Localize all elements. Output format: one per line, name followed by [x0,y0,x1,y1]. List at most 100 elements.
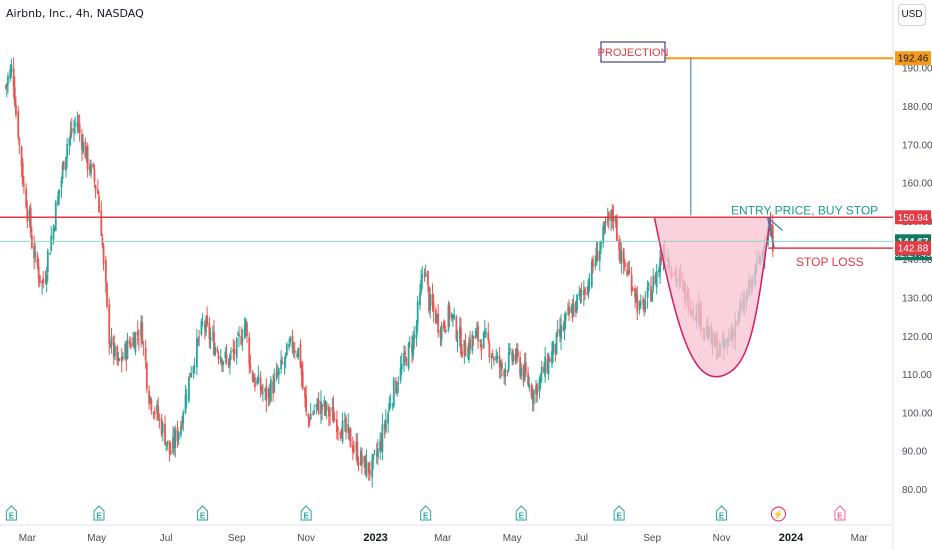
candle-body [602,226,605,243]
candle-body [413,334,416,339]
candle-body [447,305,450,331]
candle-body [504,368,507,377]
earnings-marker [515,505,527,521]
earnings-marker [716,505,728,521]
candle-body [37,266,40,279]
candle-body [578,293,581,296]
candle-body [501,362,503,370]
candle-body [568,306,570,315]
candle-body [328,406,330,417]
candle-body [560,324,562,339]
candle-body [315,404,318,408]
candle-body [391,404,394,406]
candle-body [471,334,474,351]
candle-body [244,319,247,328]
candle-body [654,274,657,285]
candle-body [515,348,518,358]
candle-body [133,337,136,349]
candle-body [405,358,408,366]
candle-body [359,450,362,466]
currency-button[interactable]: USD [898,4,926,26]
candle-body [543,367,545,374]
candle-body [416,301,419,325]
candle-body [598,250,601,262]
x-tick-label: Sep [643,533,661,544]
stop-price-badge: 142.88 [898,244,929,255]
candle-body [482,332,485,349]
candle-body [152,412,155,415]
candle-body [140,321,143,338]
candle-body [650,286,652,302]
candle-body [523,364,526,381]
candle-body [233,349,236,354]
candle-body [539,374,542,382]
candle-body [299,344,302,367]
candle-body [554,343,557,353]
candle-body [248,337,251,364]
candle-body [82,141,84,153]
x-tick-label: Jul [575,533,588,544]
candle-body [227,359,230,367]
candle-body [246,323,248,336]
candle-body [399,367,402,381]
candle-body [349,428,352,448]
candle-body [448,305,451,320]
candle-body [440,324,443,340]
candle-body [68,138,71,145]
candle-body [126,338,129,359]
candle-body [102,245,105,264]
candle-body [367,462,370,474]
candle-body [488,343,491,357]
candle-body [100,210,103,237]
candle-body [317,399,320,414]
earnings-marker [5,505,17,521]
earnings-marker-letter: E [616,512,622,521]
candle-body [122,357,124,360]
candle-body [620,251,623,263]
candle-body [285,343,288,356]
candle-body [375,452,378,456]
candle-body [376,448,379,458]
candle-body [149,396,152,401]
candle-body [397,383,400,385]
candle-body [340,436,343,439]
candle-body [483,330,486,334]
candle-body [514,354,517,361]
candle-body [109,345,112,347]
candle-body [235,337,238,358]
candle-body [387,412,389,424]
candle-body [157,406,160,419]
x-tick-label: 2024 [779,532,804,544]
candle-body [78,124,81,134]
candle-body [634,288,636,298]
candle-body [368,470,371,475]
candle-body [600,240,602,250]
candle-body [355,443,358,450]
candle-body [228,355,231,366]
candle-body [144,347,147,361]
candle-body [9,69,12,80]
candle-body [655,270,658,288]
y-tick-label: 90.00 [902,447,927,458]
candle-body [535,385,537,394]
candle-body [555,332,558,355]
candle-body [400,364,403,370]
candle-body [582,290,585,296]
candle-body [74,123,77,125]
candle-body [458,327,461,340]
candle-body [333,419,336,421]
candle-body [499,361,502,368]
candle-body [427,270,429,285]
candle-body [516,350,519,357]
candle-body [590,261,593,287]
stop-label: STOP LOSS [796,255,864,269]
candle-body [200,321,203,335]
candle-body [17,111,20,138]
y-tick-label: 170.00 [902,140,932,151]
candle-body [205,319,207,333]
earnings-marker-letter: E [519,512,525,521]
y-tick-label: 190.00 [902,64,932,75]
candle-body [450,313,453,319]
candle-body [365,460,368,477]
